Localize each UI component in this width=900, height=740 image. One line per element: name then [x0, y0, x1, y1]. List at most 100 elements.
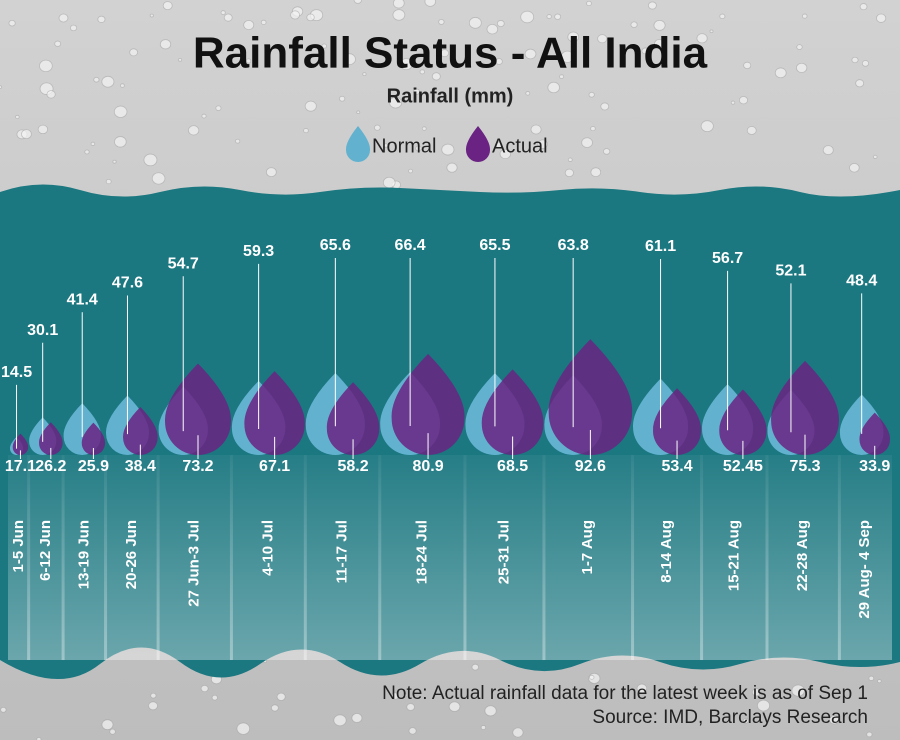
- droplet: [356, 110, 361, 115]
- normal-value-label: 47.6: [112, 275, 143, 292]
- droplet: [97, 15, 106, 23]
- normal-value-label: 14.5: [1, 364, 32, 381]
- droplet: [149, 13, 154, 18]
- droplet: [270, 704, 279, 712]
- droplet: [112, 159, 117, 164]
- actual-value-label: 68.5: [497, 458, 528, 475]
- actual-value-label: 25.9: [78, 458, 109, 475]
- column-strip: [61, 455, 108, 660]
- column-strip: [229, 455, 307, 660]
- droplet: [600, 102, 610, 111]
- category-label: 22-28 Aug: [794, 520, 811, 591]
- column-strip: [631, 455, 704, 660]
- droplet: [588, 91, 595, 98]
- droplet: [162, 1, 173, 11]
- droplet: [641, 47, 649, 55]
- normal-value-label: 61.1: [645, 238, 676, 255]
- droplet: [389, 96, 403, 109]
- droplet: [382, 176, 396, 189]
- droplet: [791, 684, 805, 697]
- droplet: [353, 0, 362, 4]
- droplet: [408, 727, 417, 735]
- droplet: [333, 714, 347, 727]
- actual-value-label: 80.9: [412, 458, 443, 475]
- droplet: [220, 10, 226, 15]
- droplet: [597, 34, 608, 44]
- droplet: [421, 126, 427, 131]
- droplet: [512, 727, 524, 738]
- droplet: [774, 67, 787, 79]
- droplet: [730, 100, 736, 105]
- droplet: [859, 3, 868, 11]
- droplet: [468, 17, 482, 29]
- droplet: [829, 715, 840, 725]
- legend-swatch: [345, 126, 371, 162]
- droplet: [129, 48, 138, 57]
- column-strip: [104, 455, 160, 660]
- droplet: [235, 138, 241, 144]
- droplet: [211, 694, 218, 701]
- actual-drop: [244, 371, 305, 455]
- normal-value-label: 54.7: [168, 256, 199, 273]
- actual-drop: [771, 360, 839, 455]
- droplet: [480, 62, 487, 69]
- normal-value-label: 63.8: [558, 237, 589, 254]
- droplet: [21, 129, 32, 139]
- droplet: [696, 33, 708, 44]
- droplet: [188, 125, 200, 136]
- actual-value-label: 26.2: [35, 458, 66, 475]
- actual-value-label: 33.9: [859, 458, 890, 475]
- category-label: 6-12 Jun: [37, 520, 54, 581]
- droplet: [866, 731, 873, 738]
- droplet: [15, 114, 20, 119]
- droplet: [868, 675, 875, 681]
- droplet: [554, 13, 562, 20]
- droplet: [143, 153, 158, 167]
- droplet: [709, 29, 714, 34]
- category-label: 20-26 Jun: [123, 520, 140, 589]
- droplet: [648, 1, 657, 10]
- droplet: [200, 684, 209, 693]
- droplet: [590, 167, 602, 178]
- droplet: [537, 139, 548, 149]
- actual-drop: [652, 388, 702, 456]
- actual-drop: [859, 412, 891, 455]
- normal-value-label: 56.7: [712, 250, 743, 267]
- droplet: [243, 20, 255, 30]
- droplet: [653, 19, 666, 31]
- source: Source: IMD, Barclays Research: [592, 707, 868, 728]
- droplet: [446, 162, 458, 173]
- category-label: 15-21 Aug: [725, 520, 742, 591]
- droplet: [851, 56, 859, 64]
- droplet: [93, 76, 100, 83]
- droplet: [559, 74, 565, 79]
- normal-value-label: 65.6: [320, 237, 351, 254]
- droplet: [290, 10, 300, 20]
- normal-value-label: 66.4: [395, 237, 426, 254]
- droplet: [413, 88, 420, 95]
- actual-drop: [481, 369, 544, 455]
- droplet: [148, 701, 158, 711]
- droplet: [215, 105, 222, 111]
- legend-label: Actual: [492, 135, 548, 157]
- droplet: [480, 725, 487, 730]
- droplet: [303, 128, 309, 134]
- droplet: [876, 13, 887, 23]
- category-label: 13-19 Jun: [75, 520, 92, 589]
- droplet: [58, 13, 69, 23]
- droplet: [603, 148, 611, 155]
- droplet: [178, 57, 183, 62]
- normal-value-label: 59.3: [243, 243, 274, 260]
- droplet: [751, 688, 761, 697]
- droplet: [448, 701, 461, 712]
- droplet: [362, 72, 367, 77]
- droplet: [547, 81, 560, 94]
- droplet: [114, 136, 127, 148]
- droplet: [567, 31, 580, 43]
- droplet: [441, 143, 455, 156]
- droplet: [276, 692, 286, 701]
- droplet: [374, 124, 381, 131]
- droplet: [406, 703, 415, 711]
- column-strip: [837, 455, 892, 660]
